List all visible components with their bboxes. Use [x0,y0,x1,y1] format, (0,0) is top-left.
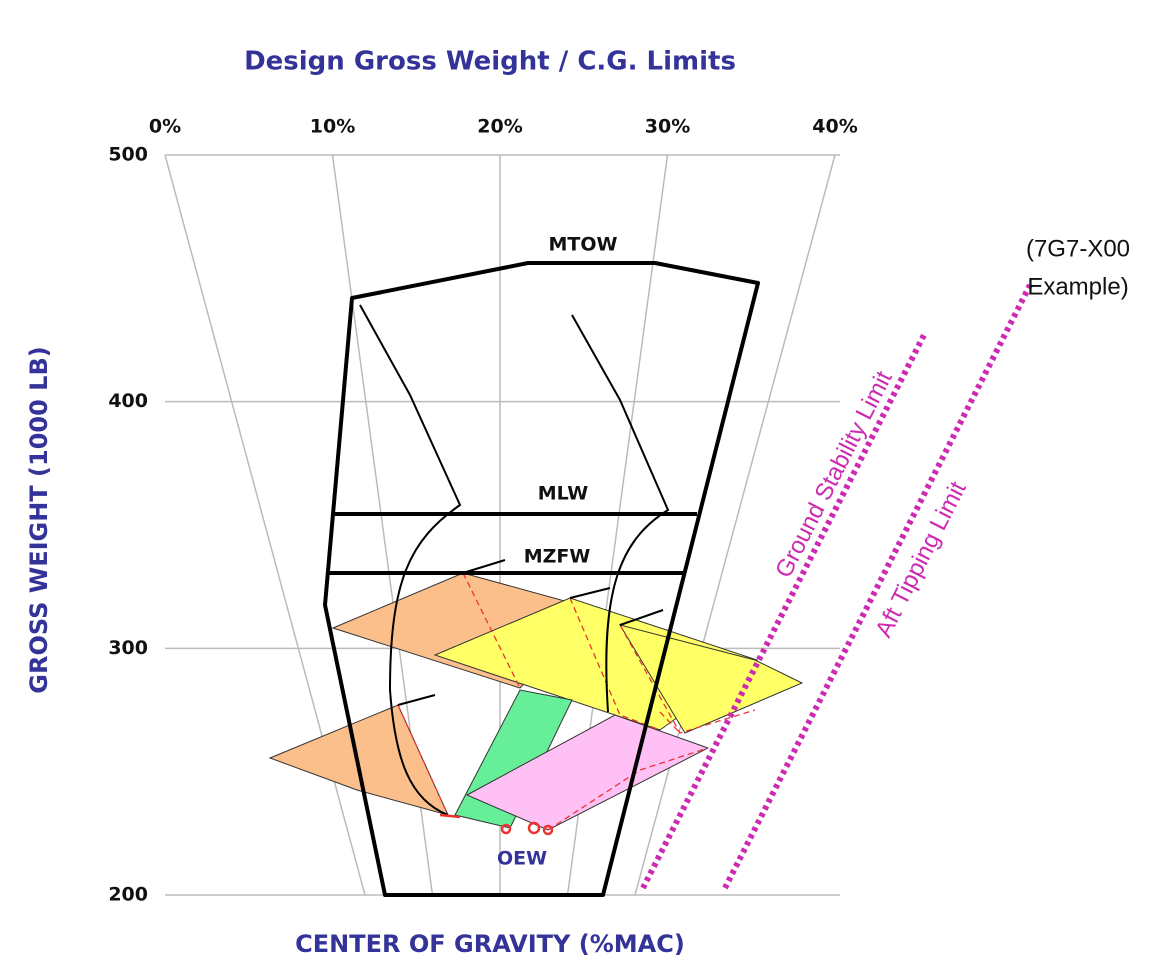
x-tick-label: 40% [812,116,857,138]
example-note: (7G7-X00 [1026,235,1130,262]
y-tick-label: 200 [108,884,148,906]
mac-line [634,154,836,896]
y-axis-title: GROSS WEIGHT (1000 LB) [25,346,53,693]
y-tick-label: 400 [108,390,148,412]
x-tick-label: 30% [645,116,690,138]
x-tick-label: 20% [477,116,522,138]
y-tick-label: 500 [108,144,148,166]
chart-title: Design Gross Weight / C.G. Limits [244,47,736,77]
oew-label: OEW [497,848,547,870]
grid [164,154,840,896]
x-axis-title: CENTER OF GRAVITY (%MAC) [295,930,685,958]
mac-line [164,154,366,896]
envelope-shapes [268,261,1033,897]
mtow-label: MTOW [549,234,618,256]
mlw-label: MLW [538,483,589,505]
mzfw-label: MZFW [524,546,591,568]
example-note: Example) [1027,273,1128,300]
ground-stability-label: Ground Stability Limit [770,366,898,582]
x-tick-label: 10% [310,116,355,138]
x-tick-label: 0% [149,116,181,138]
y-tick-label: 300 [108,637,148,659]
